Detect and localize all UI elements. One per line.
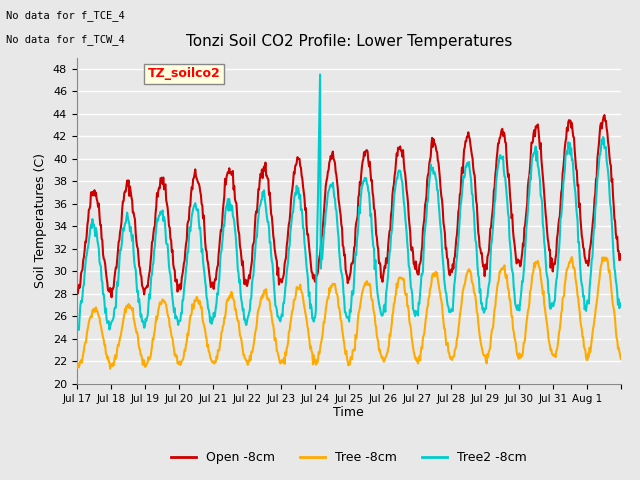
X-axis label: Time: Time (333, 407, 364, 420)
Y-axis label: Soil Temperatures (C): Soil Temperatures (C) (35, 153, 47, 288)
Text: TZ_soilco2: TZ_soilco2 (147, 67, 220, 80)
Legend: Open -8cm, Tree -8cm, Tree2 -8cm: Open -8cm, Tree -8cm, Tree2 -8cm (166, 446, 532, 469)
Text: No data for f_TCE_4: No data for f_TCE_4 (6, 10, 125, 21)
Title: Tonzi Soil CO2 Profile: Lower Temperatures: Tonzi Soil CO2 Profile: Lower Temperatur… (186, 35, 512, 49)
Text: No data for f_TCW_4: No data for f_TCW_4 (6, 34, 125, 45)
